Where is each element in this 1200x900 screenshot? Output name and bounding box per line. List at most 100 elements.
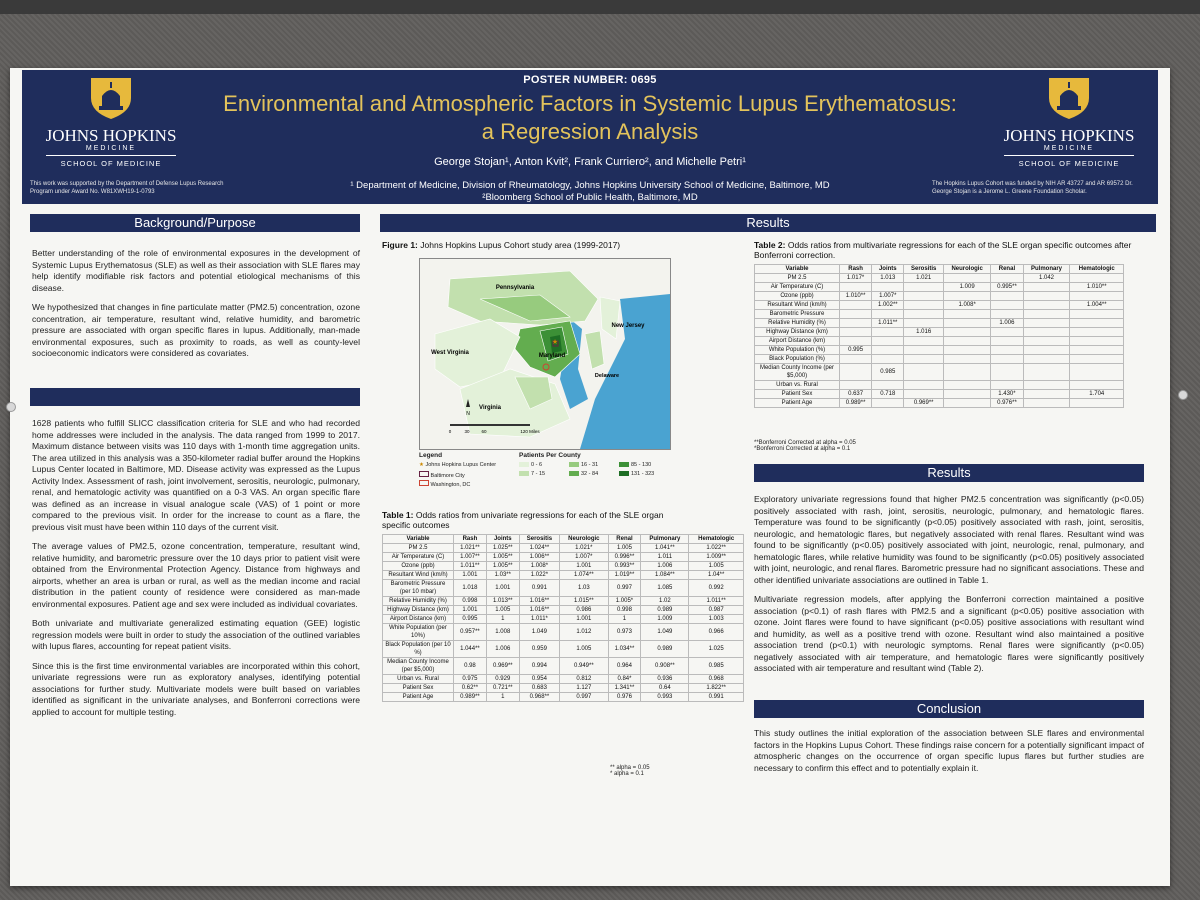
baltimore-city-marker [552, 340, 559, 347]
table-cell: 1 [607, 614, 642, 624]
table-cell [942, 345, 992, 355]
table-cell: 1.005 [485, 605, 520, 615]
table-cell: 1.002** [871, 300, 905, 310]
table-cell [942, 398, 992, 408]
table-cell: 0.995** [990, 282, 1024, 292]
table-cell [903, 291, 944, 301]
table-cell: 1.017* [838, 273, 873, 283]
table-cell [838, 363, 873, 381]
table-cell: 1.010** [1069, 282, 1124, 292]
row-label: PM 2.5 [754, 273, 840, 283]
bin-swatch [619, 462, 629, 468]
table-cell: 1.042 [1022, 273, 1071, 283]
label-west-virginia: West Virginia [431, 350, 469, 356]
funding-right: The Hopkins Lupus Cohort was funded by N… [932, 181, 1133, 195]
poster: POSTER NUMBER: 0695 JOHNS HOPKINS MEDICI… [10, 68, 1170, 886]
table-cell [990, 354, 1024, 364]
column-header: Neurologic [559, 534, 609, 544]
table-cell [942, 291, 992, 301]
table-cell: 0.998 [607, 605, 642, 615]
table-cell: 1.006 [990, 318, 1024, 328]
table-cell [871, 336, 905, 346]
map-legend: Legend ★ Johns Hopkins Lupus Center Balt… [419, 452, 669, 502]
results2-paragraph: Multivariate regression models, after ap… [754, 594, 1144, 673]
bin-label: 7 - 15 [531, 471, 546, 477]
poster-number: POSTER NUMBER: 0695 [523, 74, 657, 86]
table-row: PM 2.5 1.017* 1.013 1.021 1.042 [754, 273, 1124, 283]
table1-note: * alpha = 0.1 [610, 771, 644, 777]
table-cell [1069, 318, 1124, 328]
bin-swatch [519, 471, 529, 477]
table-cell: 1.006 [485, 640, 520, 658]
table-cell [903, 282, 944, 292]
table-cell: 1.074** [559, 570, 609, 580]
row-label: Air Temperature (C) [382, 552, 454, 562]
row-label: Resultant Wind (km/h) [754, 300, 840, 310]
column-header: Renal [990, 264, 1024, 274]
table-row: Barometric Pressure [754, 309, 1124, 319]
table-row: Black Population (%) [754, 354, 1124, 364]
table-cell [903, 345, 944, 355]
table-cell [942, 327, 992, 337]
table-cell [871, 345, 905, 355]
logo-name: JOHNS HOPKINS [1003, 126, 1135, 145]
table-cell: 1.008* [942, 300, 992, 310]
table-cell: 0.949** [559, 657, 609, 675]
table-cell [990, 345, 1024, 355]
region-new-jersey [599, 296, 621, 340]
table-cell: 0.995 [838, 345, 873, 355]
column-header: Joints [871, 264, 905, 274]
table-cell: 1.025** [485, 543, 520, 553]
table-cell [1022, 380, 1071, 390]
table2-note: *Bonferroni Corrected at alpha = 0.1 [754, 446, 851, 452]
bin-swatch [619, 471, 629, 477]
table-row: White Population (per 10%) 0.957** 1.008 1.… [382, 623, 744, 641]
table-cell: 0.985 [688, 657, 744, 675]
patients-bin: 131 - 323 [619, 471, 667, 477]
region-northern-va [514, 376, 553, 410]
table-cell: 0.976** [990, 398, 1024, 408]
table-cell [1022, 291, 1071, 301]
table2-caption: Table 2: Odds ratios from multivariate r… [754, 240, 1150, 260]
table2-notes: **Bonferroni Corrected at alpha = 0.05 *… [754, 440, 856, 452]
table-cell: 1.012 [559, 623, 609, 641]
table-row: Patient Sex 0.62** 0.721** 0.683 1.127 1.341*… [382, 683, 744, 693]
patients-bins: 0 - 6 7 - 15 16 - 31 32 - 84 85 - 130 131 - 3… [519, 462, 669, 480]
table-cell: 0.966 [688, 623, 744, 641]
legend-item-label: Washington, DC [430, 482, 471, 488]
table-cell: 1.005** [485, 552, 520, 562]
table-cell: 0.84* [607, 674, 642, 684]
methods-paragraph: 1628 patients who fulfill SLICC classifi… [32, 418, 360, 532]
table-cell [838, 354, 873, 364]
row-label: Ozone (ppb) [382, 561, 454, 571]
scale-label: 120 Miles [520, 429, 540, 434]
table-cell [838, 336, 873, 346]
table-cell: 1.022** [688, 543, 744, 553]
background-paragraph: Better understanding of the role of envi… [32, 248, 360, 293]
table-cell: 1.015** [559, 596, 609, 606]
table-cell: 1.019** [607, 570, 642, 580]
table-cell [990, 300, 1024, 310]
table-cell [1069, 380, 1124, 390]
table-row: Air Temperature (C) 1.009 0.995** 1.010** [754, 282, 1124, 292]
methods-paragraph: Both univariate and multivariate general… [32, 618, 360, 651]
table1-note: ** alpha = 0.05 [610, 765, 650, 771]
table-cell [1069, 291, 1124, 301]
row-label: Highway Distance (km) [382, 605, 454, 615]
table-cell: 0.718 [871, 389, 905, 399]
table-cell [838, 282, 873, 292]
table-cell [1022, 327, 1071, 337]
conclusion-text: This study outlines the initial explorat… [754, 728, 1144, 782]
table-row: Ozone (ppb) 1.010** 1.007* [754, 291, 1124, 301]
board-frame [0, 0, 1200, 14]
table-cell [990, 291, 1024, 301]
legend-item-label: Johns Hopkins Lupus Center [425, 462, 497, 468]
row-label: Patient Sex [754, 389, 840, 399]
label-delaware: Delaware [595, 373, 619, 379]
table-row: Median County Income (per $5,000) 0.98 0.9… [382, 657, 744, 675]
table-cell [1069, 354, 1124, 364]
table-cell: 1.001 [559, 614, 609, 624]
funding-left: This work was supported by the Departmen… [30, 181, 224, 195]
legend-item: Baltimore City [419, 471, 465, 479]
bin-swatch [569, 462, 579, 468]
